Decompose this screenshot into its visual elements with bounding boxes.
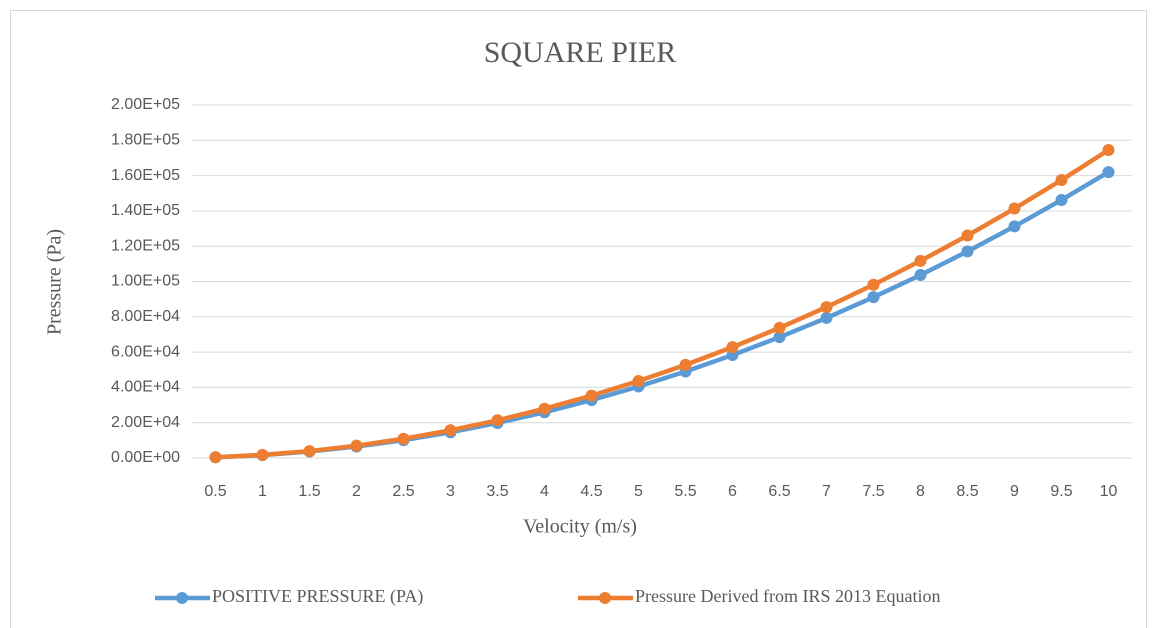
legend-marker	[176, 592, 188, 604]
data-point	[820, 301, 833, 314]
data-point	[867, 291, 880, 304]
y-tick-label: 1.00E+05	[111, 273, 180, 290]
data-point	[1055, 174, 1068, 187]
data-point	[1008, 220, 1021, 233]
series-line	[215, 148, 1110, 460]
x-tick-label: 0.5	[204, 483, 226, 500]
data-point	[914, 254, 927, 267]
data-point	[303, 445, 316, 458]
y-tick-label: 8.00E+04	[111, 308, 180, 325]
x-tick-label: 1.5	[298, 483, 320, 500]
data-point	[773, 331, 786, 344]
data-point	[773, 321, 786, 334]
series-line	[215, 170, 1110, 460]
data-point	[397, 432, 410, 445]
y-tick-label: 1.80E+05	[111, 132, 180, 149]
data-point	[632, 375, 645, 388]
x-tick-label: 10	[1100, 483, 1118, 500]
legend-label: POSITIVE PRESSURE (PA)	[212, 586, 423, 607]
data-point	[444, 424, 457, 437]
x-tick-label: 4	[540, 483, 549, 500]
x-tick-label: 9	[1010, 483, 1019, 500]
x-tick-label: 6	[728, 483, 737, 500]
y-tick-label: 6.00E+04	[111, 343, 180, 360]
y-tick-label: 1.20E+05	[111, 237, 180, 254]
data-point	[491, 414, 504, 427]
data-point	[1055, 193, 1068, 206]
x-tick-label: 9.5	[1050, 483, 1072, 500]
data-point	[914, 269, 927, 282]
x-tick-label: 2.5	[392, 483, 414, 500]
y-tick-label: 2.00E+05	[111, 96, 180, 113]
data-point	[1008, 202, 1021, 215]
x-tick-label: 2	[352, 483, 361, 500]
x-tick-label: 7.5	[862, 483, 884, 500]
y-tick-label: 0.00E+00	[111, 449, 180, 466]
data-point	[726, 341, 739, 354]
x-tick-label: 3.5	[486, 483, 508, 500]
x-tick-label: 5.5	[674, 483, 696, 500]
data-point	[867, 278, 880, 291]
y-axis-title: Pressure (Pa)	[44, 229, 66, 335]
x-tick-label: 7	[822, 483, 831, 500]
y-tick-label: 2.00E+04	[111, 414, 180, 431]
data-point	[350, 439, 363, 452]
x-axis-title: Velocity (m/s)	[523, 516, 637, 538]
data-point	[961, 229, 974, 242]
x-tick-label: 3	[446, 483, 455, 500]
data-point	[209, 451, 222, 464]
x-tick-label: 8	[916, 483, 925, 500]
x-tick-label: 6.5	[768, 483, 790, 500]
x-tick-label: 1	[258, 483, 267, 500]
data-point	[1102, 144, 1115, 157]
data-point	[679, 358, 692, 371]
y-tick-label: 1.40E+05	[111, 202, 180, 219]
legend-marker	[599, 592, 611, 604]
data-point	[585, 389, 598, 402]
data-point	[256, 448, 269, 461]
x-tick-label: 5	[634, 483, 643, 500]
y-tick-label: 1.60E+05	[111, 167, 180, 184]
data-point	[961, 245, 974, 258]
x-tick-label: 8.5	[956, 483, 978, 500]
y-tick-label: 4.00E+04	[111, 379, 180, 396]
chart-title: SQUARE PIER	[484, 36, 677, 69]
x-tick-label: 4.5	[580, 483, 602, 500]
data-point	[820, 311, 833, 324]
data-point	[1102, 166, 1115, 179]
data-point	[538, 402, 551, 415]
legend-label: Pressure Derived from IRS 2013 Equation	[635, 586, 940, 606]
chart-border	[10, 10, 1147, 628]
